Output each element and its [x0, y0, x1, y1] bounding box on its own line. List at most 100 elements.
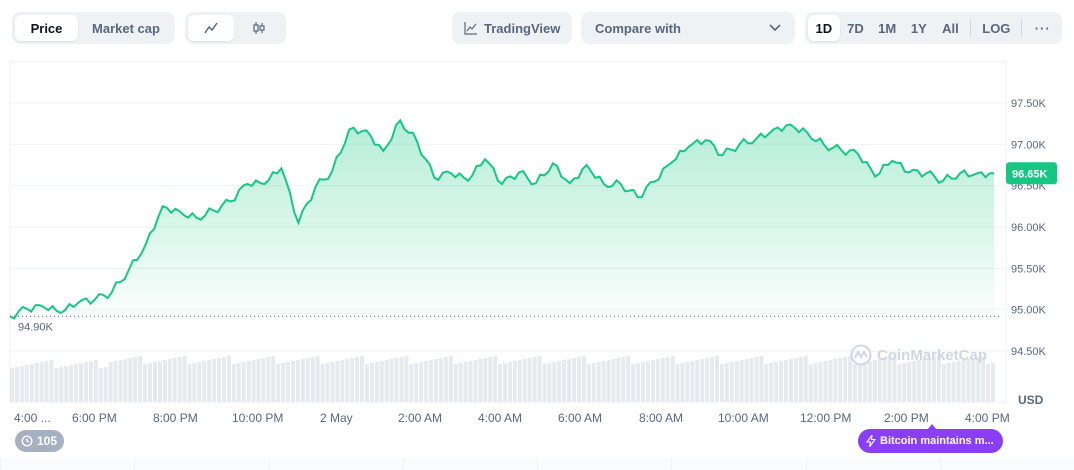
log-toggle[interactable]: LOG: [982, 20, 1011, 36]
volume-bar: [498, 364, 503, 402]
volume-bar: [961, 360, 966, 402]
volume-bar: [912, 361, 917, 402]
volume-bar: [537, 356, 542, 402]
volume-bar: [221, 357, 226, 402]
volume-bar: [93, 360, 98, 402]
volume-bar: [532, 357, 537, 402]
volume-bar: [700, 359, 705, 402]
volume-bar: [433, 359, 438, 402]
volume-bar: [483, 358, 488, 402]
x-tick-label: 2:00 PM: [884, 411, 929, 425]
volume-bar: [488, 357, 493, 402]
volume-bar: [887, 357, 892, 402]
volume-bar: [803, 356, 808, 402]
tab-market-cap[interactable]: Market cap: [92, 20, 160, 36]
volume-bar: [892, 356, 897, 402]
y-tick-label: 94.50K: [1011, 346, 1047, 358]
volume-bar: [981, 356, 986, 402]
volume-bar: [808, 364, 813, 402]
volume-bar: [374, 362, 379, 402]
x-tick-label: 10:00 AM: [718, 411, 769, 425]
line-chart-icon: [204, 22, 218, 34]
x-tick-label: 6:00 AM: [558, 411, 602, 425]
volume-bar: [493, 356, 498, 402]
volume-bar: [843, 357, 848, 402]
volume-bar: [641, 362, 646, 402]
event-track-cell: [0, 458, 135, 470]
price-area: [10, 120, 994, 319]
volume-bar: [152, 362, 157, 402]
volume-bar: [729, 362, 734, 402]
range-1y[interactable]: 1Y: [910, 20, 927, 36]
range-all[interactable]: All: [942, 20, 959, 36]
divider: [1021, 19, 1023, 37]
volume-bar: [404, 356, 409, 402]
x-tick-label: 8:00 AM: [639, 411, 683, 425]
volume-bar: [315, 356, 320, 402]
volume-bar: [926, 358, 931, 402]
more-options-button[interactable]: ···: [1034, 20, 1051, 36]
volume-bar: [645, 361, 650, 402]
volume-bar: [473, 360, 478, 402]
volume-bar: [157, 361, 162, 402]
volume-bar: [202, 361, 207, 402]
candlestick-button[interactable]: [236, 15, 282, 41]
volume-bar: [414, 363, 419, 402]
volume-bar: [458, 363, 463, 402]
volume-bar: [128, 358, 133, 402]
volume-bar: [857, 363, 862, 402]
range-1d[interactable]: 1D: [808, 15, 840, 41]
volume-bar: [917, 360, 922, 402]
volume-bar: [774, 362, 779, 402]
volume-bar: [902, 363, 907, 402]
price-chart[interactable]: 94.90K 97.50K97.00K96.50K96.00K95.50K95.…: [0, 56, 1074, 428]
line-chart-button[interactable]: [188, 15, 234, 41]
range-1m[interactable]: 1M: [878, 20, 897, 36]
volume-bar: [14, 367, 19, 402]
volume-bar: [695, 360, 700, 402]
volume-bar: [660, 358, 665, 402]
volume-bar: [389, 359, 394, 402]
volume-bar: [345, 359, 350, 402]
volume-bar: [813, 363, 818, 402]
volume-bar: [611, 359, 616, 402]
compare-with-dropdown[interactable]: Compare with: [581, 12, 795, 44]
volume-bar: [360, 356, 365, 402]
volume-bar: [10, 368, 14, 402]
chevron-down-icon: [769, 24, 781, 32]
volume-bar: [547, 363, 552, 402]
volume-bar: [572, 358, 577, 402]
event-track-cell: [402, 458, 537, 470]
volume-bar: [522, 359, 527, 402]
divider: [970, 19, 972, 37]
news-headline: Bitcoin maintains m...: [880, 435, 994, 447]
tab-price[interactable]: Price: [15, 15, 78, 41]
volume-bar: [833, 359, 838, 402]
volume-bar: [798, 357, 803, 402]
news-event-pill[interactable]: Bitcoin maintains m...: [858, 429, 1003, 453]
volume-bar: [877, 359, 882, 402]
time-range-selector: 1D 7D 1M 1Y All LOG ···: [805, 12, 1062, 44]
volume-bar: [123, 359, 128, 402]
volume-bar: [931, 357, 936, 402]
volume-bar: [133, 357, 138, 402]
y-tick-label: 97.50K: [1011, 98, 1047, 110]
volume-bar: [848, 356, 853, 402]
volume-bar: [246, 361, 251, 402]
volume-bar: [621, 357, 626, 402]
volume-bar: [542, 364, 547, 402]
x-tick-label: 6:00 PM: [72, 411, 117, 425]
volume-bar: [34, 363, 39, 402]
tradingview-button[interactable]: TradingView: [452, 12, 572, 44]
range-7d[interactable]: 7D: [847, 20, 864, 36]
events-count-badge[interactable]: 105: [15, 430, 64, 452]
volume-bar: [49, 360, 54, 402]
volume-bar: [976, 357, 981, 402]
volume-bar: [655, 359, 660, 402]
volume-bar: [882, 358, 887, 402]
volume-bar: [148, 363, 153, 402]
event-track-cell: [939, 458, 1074, 470]
volume-bar: [867, 361, 872, 402]
y-tick-label: 95.50K: [1011, 263, 1047, 275]
volume-bar: [946, 363, 951, 402]
